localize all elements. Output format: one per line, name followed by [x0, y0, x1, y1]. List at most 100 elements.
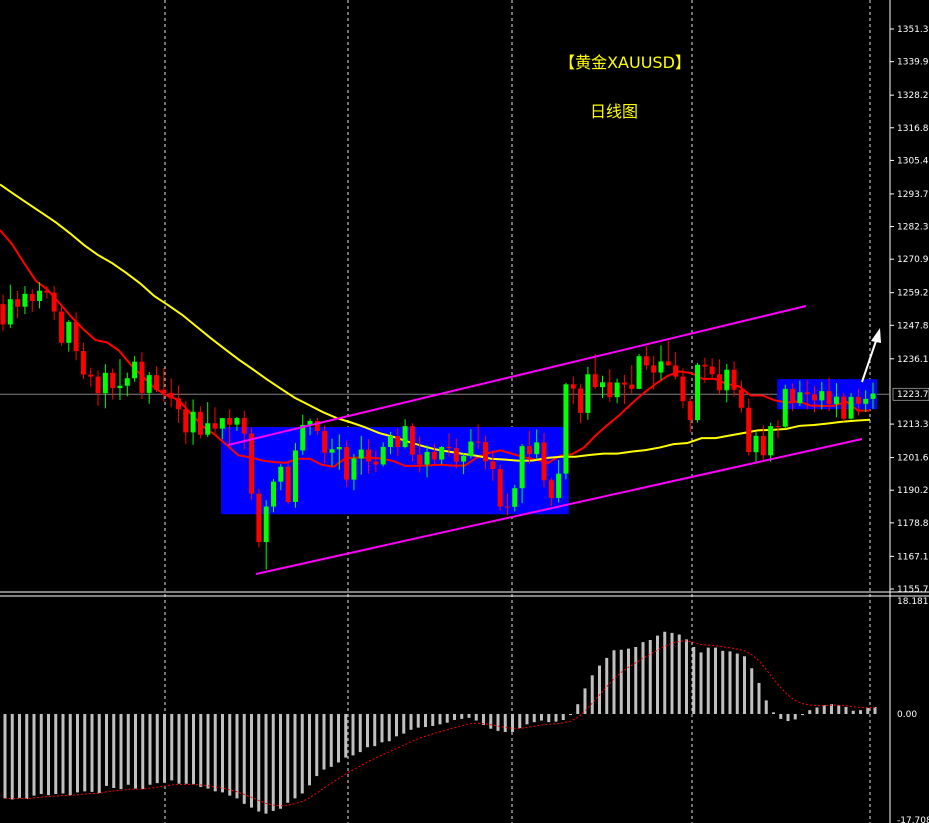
- price-tick-label: 1316.80: [897, 124, 929, 134]
- candle-body: [673, 365, 679, 377]
- candle-body: [797, 392, 803, 404]
- candle-body: [183, 409, 189, 433]
- price-tick-label: 1305.40: [897, 156, 929, 166]
- candle-body: [833, 396, 839, 405]
- candle-body: [307, 420, 313, 425]
- candle-body: [219, 418, 225, 429]
- candle-body: [117, 385, 123, 389]
- candle-body: [366, 449, 372, 462]
- candle-body: [534, 442, 540, 455]
- candle-body: [44, 290, 50, 293]
- candle-body: [380, 446, 386, 465]
- candle-body: [175, 398, 181, 410]
- candle-body: [336, 446, 342, 450]
- channel-lower-line: [255, 438, 863, 575]
- candle-body: [848, 396, 854, 419]
- candle-body: [738, 389, 744, 408]
- macd-tick-label: -17.708: [897, 816, 929, 823]
- candle-body: [395, 436, 401, 447]
- candle-body: [66, 321, 72, 343]
- candle-body: [651, 365, 657, 373]
- candle-body: [446, 446, 452, 449]
- candle-body: [29, 293, 35, 301]
- price-tick-label: 1236.10: [897, 355, 929, 365]
- candle-body: [139, 361, 145, 393]
- candle-body: [212, 423, 218, 429]
- candle-body: [58, 311, 64, 343]
- candle-body: [256, 493, 262, 543]
- candle-body: [855, 396, 861, 404]
- candle-body: [161, 389, 167, 393]
- candle-body: [695, 364, 701, 421]
- candle-body: [22, 293, 28, 307]
- candle-body: [643, 356, 649, 366]
- price-tick-label: 1259.20: [897, 289, 929, 299]
- candle-body: [322, 430, 328, 453]
- price-tick-label: 1351.30: [897, 25, 929, 35]
- candle-body: [541, 442, 547, 481]
- candle-body: [241, 418, 247, 434]
- candle-body: [263, 506, 269, 543]
- candle-body: [132, 361, 138, 379]
- candle-body: [863, 398, 869, 404]
- candle-body: [475, 441, 481, 443]
- candle-body: [512, 488, 518, 507]
- channel-upper-line: [227, 305, 807, 446]
- candle-body: [278, 466, 284, 482]
- candle-body: [599, 382, 605, 388]
- candle-body: [358, 449, 364, 459]
- candle-body: [680, 376, 686, 402]
- candle-body: [819, 391, 825, 401]
- candle-body: [124, 378, 130, 386]
- candle-body: [88, 374, 94, 377]
- candle-body: [51, 292, 57, 312]
- candle-body: [409, 426, 415, 455]
- candle-body: [402, 426, 408, 447]
- candle-body: [614, 382, 620, 398]
- candle-body: [154, 375, 160, 390]
- chart-subtitle: 日线图: [590, 102, 638, 121]
- candle-body: [351, 458, 357, 480]
- candle-body: [760, 435, 766, 456]
- candle-body: [658, 361, 664, 373]
- chart-title: 【黄金XAUUSD】: [559, 53, 691, 72]
- candle-body: [146, 375, 152, 393]
- candle-body: [563, 384, 569, 474]
- candle-body: [585, 374, 591, 413]
- candle-body: [607, 382, 613, 398]
- candle-body: [468, 441, 474, 456]
- candle-body: [285, 466, 291, 502]
- candle-body: [621, 382, 627, 385]
- candle-body: [234, 418, 240, 425]
- candle-body: [249, 433, 255, 494]
- candle-body: [110, 372, 116, 389]
- candles: [0, 282, 876, 570]
- candle-body: [687, 401, 693, 421]
- price-tick-label: 1339.90: [897, 58, 929, 68]
- candle-body: [804, 392, 810, 395]
- candle-body: [504, 506, 510, 508]
- price-tick-label: 1201.60: [897, 454, 929, 464]
- candle-body: [636, 356, 642, 389]
- candle-body: [344, 446, 350, 480]
- candle-body: [227, 418, 233, 425]
- candle-body: [431, 451, 437, 460]
- candle-body: [95, 376, 101, 394]
- candle-body: [73, 321, 79, 352]
- candle-body: [15, 299, 21, 307]
- candle-body: [592, 374, 598, 388]
- candle-body: [190, 411, 196, 433]
- candle-body: [578, 388, 584, 413]
- candle-body: [497, 469, 503, 507]
- price-tick-label: 1328.20: [897, 91, 929, 101]
- candle-body: [790, 388, 796, 404]
- macd-signal-line: [4, 640, 876, 807]
- arrow-up-icon: [861, 337, 878, 383]
- candle-body: [314, 420, 320, 431]
- price-tick-label: 1282.30: [897, 223, 929, 233]
- candle-body: [292, 450, 298, 502]
- candle-body: [490, 461, 496, 470]
- current-price-label: 1223.74: [897, 390, 929, 400]
- moving-averages: [0, 183, 871, 468]
